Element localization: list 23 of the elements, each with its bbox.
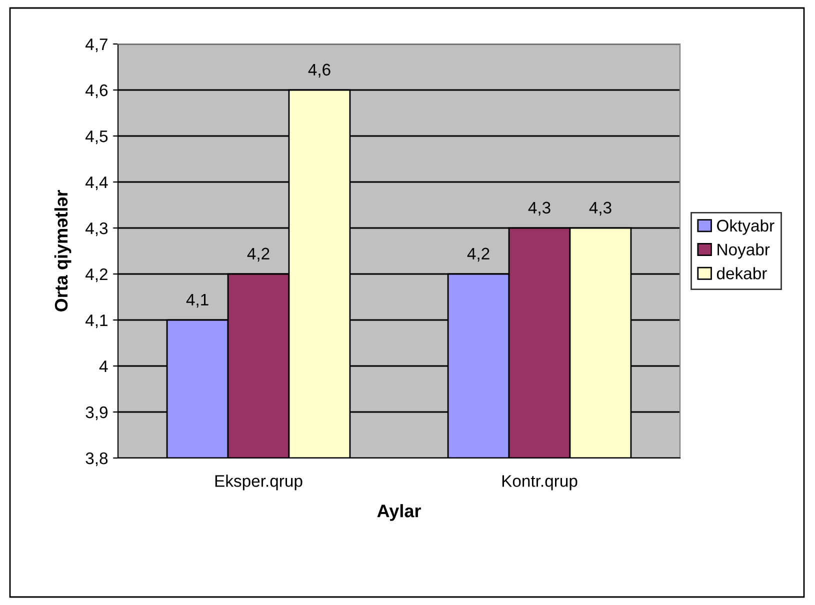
data-label: 4,2 [247,248,270,262]
y-tick-label: 4 [99,360,108,372]
x-axis-title: Aylar [377,504,421,521]
y-tick-label: 4,4 [85,176,108,190]
y-tick-label: 4,6 [85,84,108,98]
legend-label: Noyabr [718,243,770,259]
legend-label: Oktyabr [717,219,774,235]
y-tick-label: 4,7 [85,38,108,52]
data-label: 4,3 [589,202,612,216]
y-tick-label: 4,1 [85,314,108,328]
x-tick-label: Eksper.qrup [215,474,302,490]
y-tick-label: 4,3 [85,222,108,236]
data-label: 4,3 [528,202,550,216]
data-label: 4,6 [308,64,330,78]
y-tick-label: 4,2 [85,268,108,282]
y-tick-label: 3,8 [86,452,108,466]
legend-label: dekabr [716,267,767,280]
y-tick-label: 3,9 [86,406,108,420]
data-label: 4,2 [467,248,490,262]
data-label: 4,1 [186,294,208,308]
y-axis-title: Orta qiymətlər [54,190,72,312]
x-tick-label: Kontr.qrup [502,475,578,490]
y-tick-label: 4,5 [85,130,108,144]
